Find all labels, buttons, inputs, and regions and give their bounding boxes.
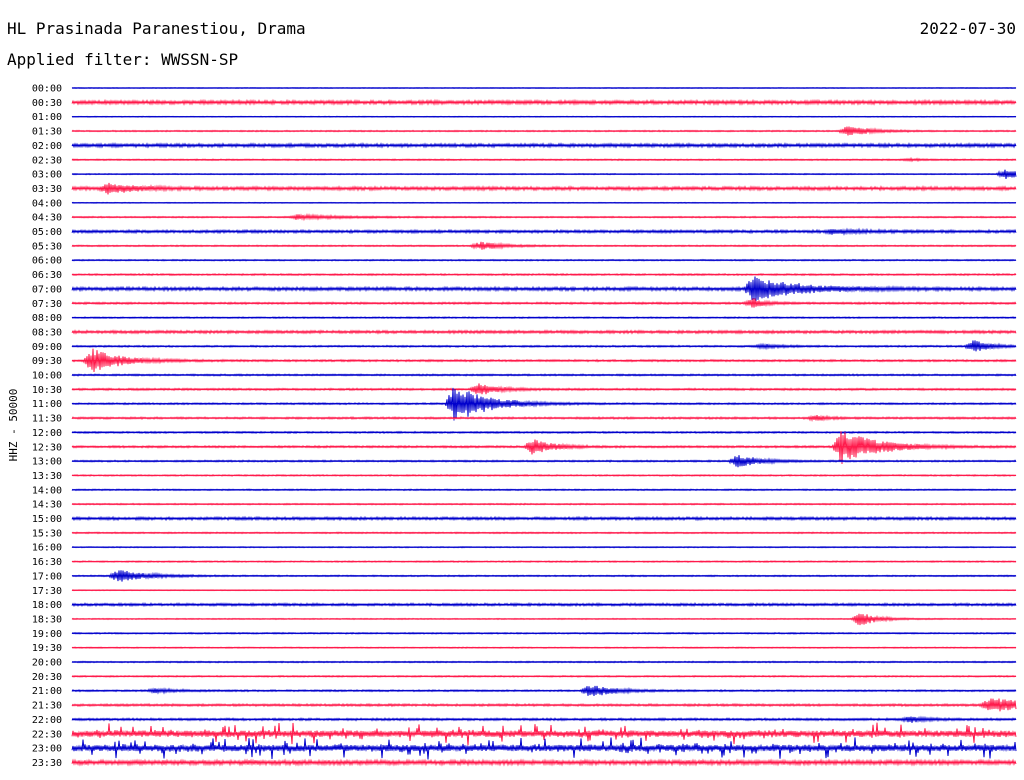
- time-label: 07:00: [32, 284, 62, 295]
- time-label: 06:30: [32, 270, 62, 281]
- time-label: 20:30: [32, 672, 62, 683]
- time-label: 13:00: [32, 457, 62, 468]
- time-label: 21:30: [32, 701, 62, 712]
- time-label: 08:30: [32, 327, 62, 338]
- y-axis-label: HHZ - 50000: [7, 389, 20, 462]
- time-label: 19:30: [32, 643, 62, 654]
- time-label: 15:00: [32, 514, 62, 525]
- station-title: HL Prasinada Paranestiou, Drama: [7, 19, 306, 38]
- trace-row-2230: [71, 722, 1017, 746]
- time-label: 14:30: [32, 500, 62, 511]
- time-label: 22:30: [32, 729, 62, 740]
- date-label: 2022-07-30: [919, 19, 1016, 38]
- time-label: 09:00: [32, 342, 62, 353]
- time-label: 19:00: [32, 629, 62, 640]
- time-label: 14:00: [32, 485, 62, 496]
- time-label: 17:00: [32, 571, 62, 582]
- time-label: 08:00: [32, 313, 62, 324]
- time-label: 18:00: [32, 600, 62, 611]
- time-label: 04:30: [32, 213, 62, 224]
- time-label: 11:00: [32, 399, 62, 410]
- time-labels: 00:00 00:30 01:00 01:30 02:00 02:30 03:00 03:30…: [32, 84, 62, 769]
- time-label: 23:00: [32, 744, 62, 755]
- time-label: 13:30: [32, 471, 62, 482]
- time-label: 03:30: [32, 184, 62, 195]
- trace-row-1230: [71, 431, 1017, 465]
- time-label: 10:30: [32, 385, 62, 396]
- time-label: 23:30: [32, 758, 62, 769]
- time-label: 01:00: [32, 112, 62, 123]
- time-label: 20:00: [32, 658, 62, 669]
- time-label: 02:00: [32, 141, 62, 152]
- seismic-traces: [71, 86, 1017, 767]
- time-label: 05:30: [32, 241, 62, 252]
- time-label: 21:00: [32, 686, 62, 697]
- time-label: 16:00: [32, 543, 62, 554]
- time-label: 00:30: [32, 98, 62, 109]
- time-label: 16:30: [32, 557, 62, 568]
- time-label: 22:00: [32, 715, 62, 726]
- time-label: 12:30: [32, 442, 62, 453]
- time-label: 06:00: [32, 256, 62, 267]
- time-label: 04:00: [32, 198, 62, 209]
- time-label: 10:00: [32, 371, 62, 382]
- time-label: 09:30: [32, 356, 62, 367]
- time-label: 02:30: [32, 155, 62, 166]
- time-label: 15:30: [32, 528, 62, 539]
- time-label: 00:00: [32, 84, 62, 95]
- time-label: 03:00: [32, 170, 62, 181]
- time-label: 07:30: [32, 299, 62, 310]
- time-label: 01:30: [32, 127, 62, 138]
- time-label: 17:30: [32, 586, 62, 597]
- time-label: 18:30: [32, 614, 62, 625]
- filter-label: Applied filter: WWSSN-SP: [7, 50, 239, 69]
- time-label: 05:00: [32, 227, 62, 238]
- time-label: 12:00: [32, 428, 62, 439]
- time-label: 11:30: [32, 414, 62, 425]
